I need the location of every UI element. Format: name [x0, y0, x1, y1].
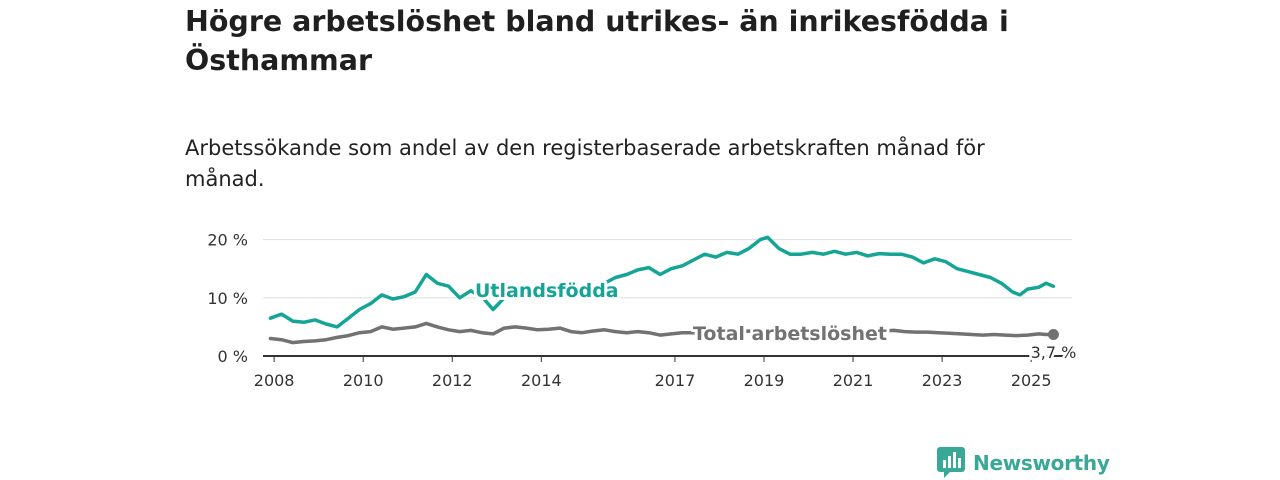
x-axis-ticks: 2008 2010 2012 2014 2017 2019 2021 2023 2025	[254, 356, 1052, 390]
series-label-utlandsfodda: Utlandsfödda	[475, 280, 619, 302]
x-tick-label: 2023	[922, 371, 963, 390]
chart-subtitle: Arbetssökande som andel av den registerb…	[185, 136, 985, 191]
x-tick-label: 2014	[521, 371, 562, 390]
x-tick-label: 2019	[744, 371, 785, 390]
x-tick-label: 2017	[655, 371, 696, 390]
y-tick-label: 20 %	[207, 231, 248, 250]
y-axis-ticks: 0 % 10 % 20 %	[207, 231, 248, 366]
x-tick-label: 2008	[254, 371, 295, 390]
x-tick-label: 2025	[1011, 371, 1052, 390]
newsworthy-brand: Newsworthy	[937, 447, 1110, 479]
series-labels: Utlandsfödda Total arbetslöshet 3,7 %	[472, 277, 1079, 365]
x-tick-label: 2021	[833, 371, 874, 390]
series-label-total: Total arbetslöshet	[693, 323, 887, 345]
series-line-total	[268, 321, 1056, 345]
chart-title: Högre arbetslöshet bland utrikes- än inr…	[185, 5, 1009, 77]
y-tick-label: 0 %	[218, 347, 248, 366]
series-line-utlandsfodda	[268, 235, 1056, 329]
last-value-label: 3,7 %	[1031, 343, 1077, 362]
series-lines	[268, 235, 1056, 345]
brand-name: Newsworthy	[973, 451, 1110, 475]
x-tick-label: 2010	[343, 371, 384, 390]
y-tick-label: 10 %	[207, 289, 248, 308]
x-tick-label: 2012	[432, 371, 473, 390]
grid-lines	[263, 239, 1072, 357]
newsworthy-logo-icon	[937, 447, 965, 478]
series-endpoint-marker	[1047, 328, 1059, 340]
